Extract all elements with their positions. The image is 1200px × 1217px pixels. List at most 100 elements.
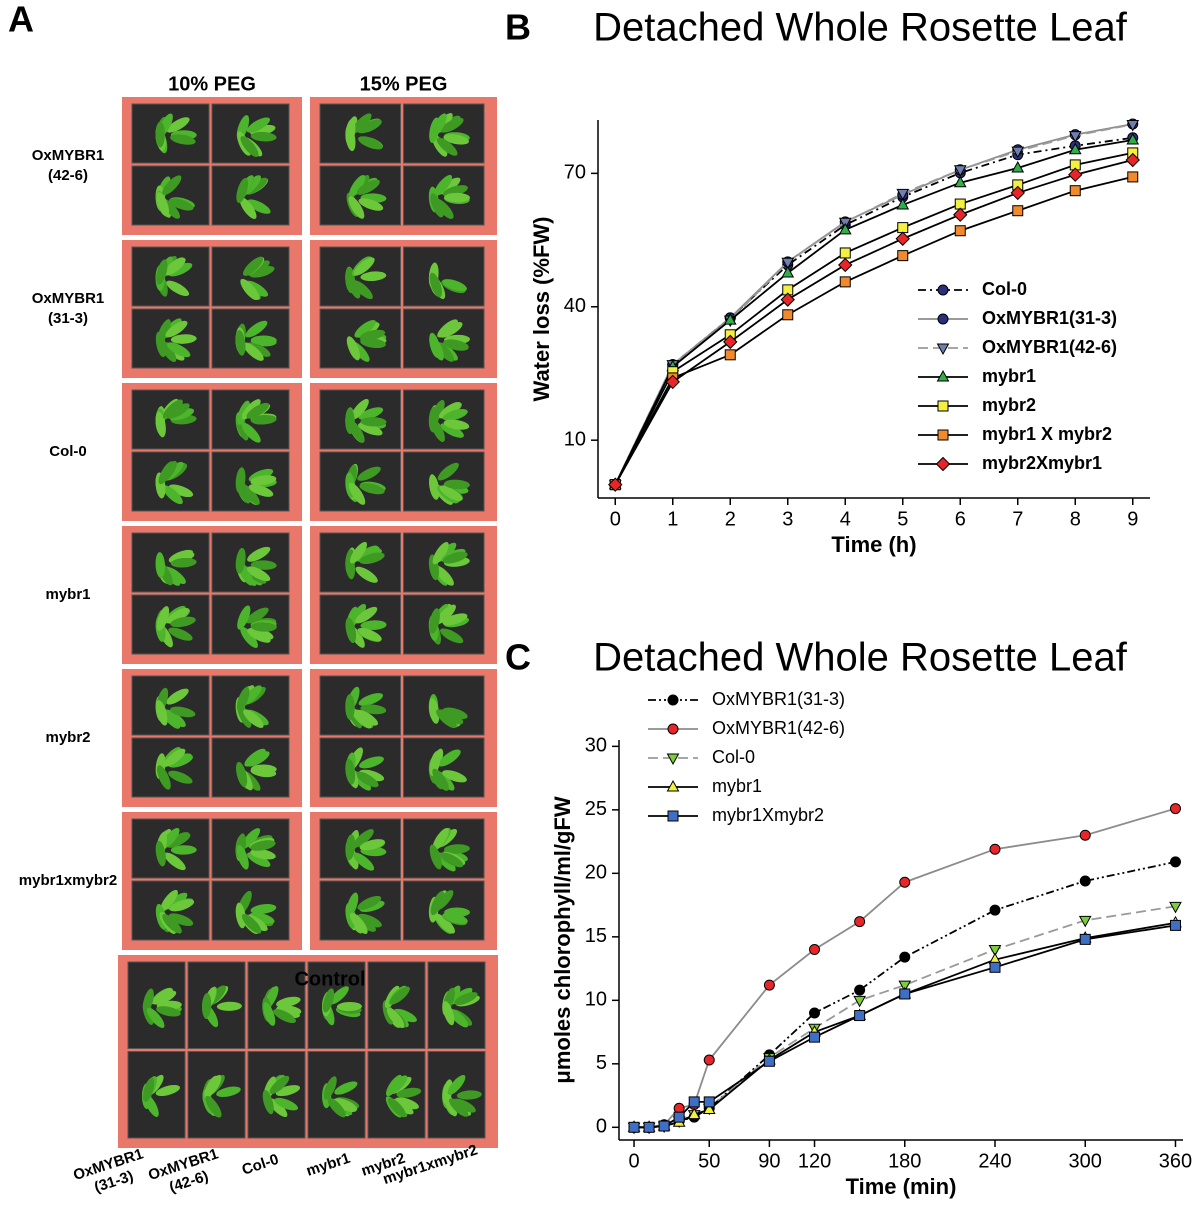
y-tick-label: 10 — [585, 989, 607, 1011]
leaf — [360, 271, 387, 282]
marker — [839, 247, 851, 259]
leaf — [263, 1002, 276, 1026]
leaf — [240, 279, 260, 300]
legend-label: mybr1 X mybr2 — [982, 424, 1112, 444]
leaf — [169, 706, 196, 718]
x-tick-label: 5 — [897, 508, 908, 530]
x-tick-label: 3 — [782, 508, 793, 530]
y-tick-label: 0 — [596, 1116, 607, 1138]
pot — [131, 818, 210, 879]
pot — [403, 818, 485, 879]
pot — [403, 308, 485, 369]
leaf — [449, 1098, 469, 1117]
leaf — [442, 770, 467, 783]
x-tick-label: 1 — [667, 508, 678, 530]
marker — [724, 349, 736, 361]
x-tick-label: 9 — [1127, 508, 1138, 530]
marker — [666, 753, 680, 766]
leaf — [442, 912, 468, 924]
leaf — [155, 552, 166, 579]
leaf — [205, 1074, 222, 1097]
marker — [896, 197, 910, 210]
leaf — [359, 756, 384, 769]
pot — [319, 103, 401, 164]
leaf — [273, 1009, 296, 1024]
leaf — [166, 280, 190, 297]
legend-label: OxMYBR1(31-3) — [712, 689, 845, 709]
leaf — [357, 913, 382, 928]
leaf — [250, 560, 277, 570]
leaf — [360, 704, 387, 715]
marker — [937, 429, 949, 441]
column-header: 15% PEG — [360, 73, 448, 95]
series-line — [614, 176, 1133, 486]
y-tick-label: 25 — [585, 798, 607, 820]
leaf — [170, 334, 197, 344]
leaf — [274, 1097, 298, 1111]
marker — [1079, 933, 1091, 945]
legend-label: OxMYBR1(42-6) — [982, 337, 1117, 357]
leaf — [155, 1084, 180, 1097]
marker — [953, 207, 968, 222]
marker — [1079, 829, 1091, 841]
leaf — [357, 119, 382, 134]
leaf — [444, 192, 470, 203]
leaf — [444, 479, 470, 490]
y-tick-label: 40 — [564, 295, 586, 317]
leaf — [163, 257, 185, 276]
panel-label: C — [505, 637, 531, 678]
leaf — [355, 606, 378, 624]
marker — [687, 1107, 701, 1120]
leaf — [248, 484, 274, 497]
marker — [688, 1096, 700, 1108]
leaf — [157, 765, 171, 790]
leaf — [250, 131, 277, 142]
leaf — [170, 845, 197, 855]
leaf — [429, 698, 440, 724]
leaf — [429, 844, 442, 870]
leaf — [428, 406, 439, 433]
chart-title: Detached Whole Rosette Leaf — [593, 6, 1128, 50]
marker — [658, 1120, 670, 1132]
marker — [854, 916, 866, 928]
marker — [897, 250, 909, 262]
leaf — [352, 280, 373, 300]
leaf — [239, 197, 257, 220]
marker — [1012, 205, 1024, 217]
leaf — [438, 749, 461, 767]
leaf — [166, 607, 190, 624]
marker — [1079, 875, 1091, 887]
leaf — [246, 607, 269, 624]
marker — [1169, 856, 1181, 868]
leaf — [357, 627, 382, 642]
leaf — [442, 707, 468, 720]
leaf — [442, 551, 468, 564]
y-tick-label: 30 — [585, 735, 607, 757]
marker — [1069, 185, 1081, 197]
y-tick-label: 20 — [585, 862, 607, 884]
leaf — [348, 482, 366, 505]
series-line — [634, 905, 1176, 1129]
leaf — [165, 320, 188, 338]
marker — [763, 1055, 775, 1067]
leaf — [357, 895, 382, 910]
leaf — [240, 136, 259, 157]
y-tick-label: 10 — [564, 428, 586, 450]
marker — [781, 257, 795, 270]
x-axis-label: Time (h) — [831, 532, 916, 557]
leaf — [327, 1097, 346, 1118]
leaf — [432, 768, 449, 791]
leaf — [250, 849, 276, 860]
leaf — [349, 541, 368, 564]
marker — [723, 334, 738, 350]
leaf — [323, 1076, 337, 1100]
marker — [954, 225, 966, 237]
leaf — [158, 461, 174, 485]
x-tick-label: 360 — [1159, 1150, 1192, 1172]
leaf — [358, 407, 384, 420]
leaf — [359, 769, 385, 782]
leaf — [156, 1006, 181, 1017]
marker — [988, 945, 1002, 957]
marker — [899, 951, 911, 963]
legend-label: mybr1Xmybr2 — [712, 805, 824, 825]
